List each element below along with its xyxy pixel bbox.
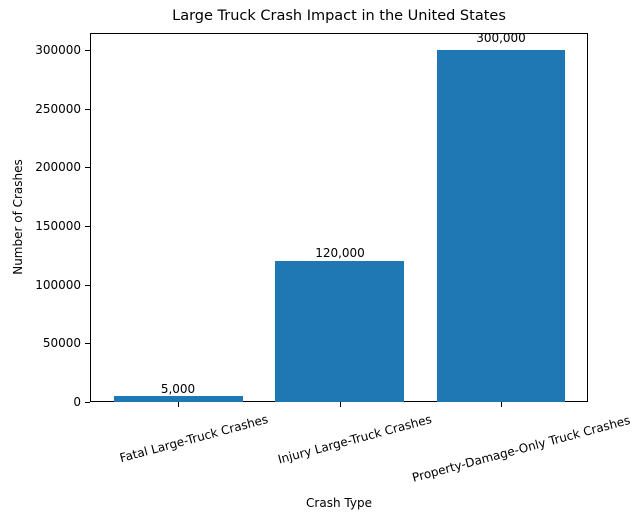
x-tick-label: Injury Large-Truck Crashes	[276, 412, 434, 467]
y-tick	[85, 109, 90, 110]
bar-fatal	[114, 396, 243, 402]
bar-value-label: 120,000	[315, 246, 365, 260]
x-tick	[340, 402, 341, 407]
y-tick-label: 200000	[35, 160, 81, 174]
bar-property-damage	[437, 50, 565, 402]
y-tick	[85, 402, 90, 403]
y-tick	[85, 343, 90, 344]
y-tick-label: 150000	[35, 219, 81, 233]
y-tick	[85, 226, 90, 227]
y-tick-label: 100000	[35, 278, 81, 292]
y-tick-label: 50000	[42, 336, 81, 350]
bar-injury	[275, 261, 404, 402]
x-tick-label: Fatal Large-Truck Crashes	[118, 412, 270, 466]
x-tick-label: Property-Damage-Only Truck Crashes	[410, 413, 632, 485]
y-tick	[85, 285, 90, 286]
bar-value-label: 300,000	[476, 31, 526, 45]
y-tick-label: 0	[73, 395, 81, 409]
y-tick	[85, 50, 90, 51]
y-tick-label: 250000	[35, 102, 81, 116]
chart-title: Large Truck Crash Impact in the United S…	[172, 8, 506, 24]
y-tick	[85, 167, 90, 168]
y-axis-label: Number of Crashes	[11, 159, 25, 275]
x-tick	[501, 402, 502, 407]
x-tick	[178, 402, 179, 407]
x-axis-label: Crash Type	[306, 496, 372, 510]
y-tick-label: 300000	[35, 43, 81, 57]
bar-value-label: 5,000	[160, 382, 196, 396]
